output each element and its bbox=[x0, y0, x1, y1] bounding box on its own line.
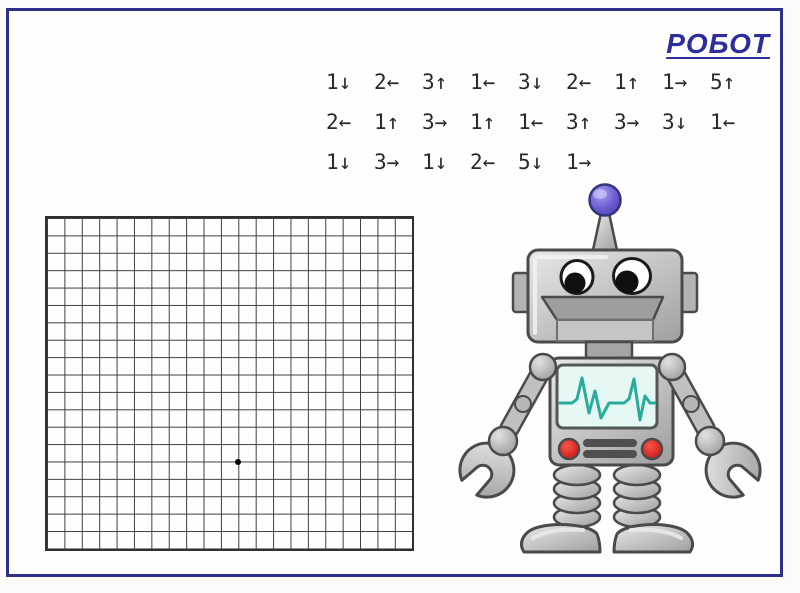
instruction-step: 2← bbox=[326, 110, 352, 134]
instruction-step: 3→ bbox=[614, 110, 640, 134]
robot-right-pupil bbox=[615, 270, 639, 294]
robot-right-shoulder bbox=[657, 352, 687, 382]
robot-screen bbox=[555, 363, 659, 430]
robot-neck bbox=[584, 340, 634, 360]
robot-left-arm-joint bbox=[514, 395, 532, 413]
robot-left-button bbox=[557, 437, 581, 461]
robot-speaker-bar-bottom bbox=[583, 450, 637, 458]
robot-left-hand-wrench-icon bbox=[458, 441, 516, 499]
instruction-step: 1↓ bbox=[326, 150, 352, 174]
robot-left-leg bbox=[552, 463, 602, 529]
robot-right-arm-joint bbox=[682, 395, 700, 413]
robot-left-shoulder bbox=[528, 352, 558, 382]
robot-antenna bbox=[591, 211, 619, 252]
instruction-step: 1↓ bbox=[422, 150, 448, 174]
drawing-grid bbox=[45, 216, 415, 551]
robot-mouth bbox=[556, 319, 654, 342]
robot-waveform bbox=[558, 376, 657, 422]
instruction-step: 3↓ bbox=[662, 110, 688, 134]
instruction-step: 1→ bbox=[662, 70, 688, 94]
instruction-row: 1↓ 3→ 1↓ 2← 5↓ 1→ bbox=[326, 142, 758, 182]
dictation-instructions: 1↓ 2← 3↑ 1← 3↓ 2← 1↑ 1→ 5↑ 2← 1↑ 3→ 1↑ 1← 3↑ 3→ 3↓ 1← 1↓ 3→… bbox=[326, 62, 758, 182]
instruction-step: 2← bbox=[374, 70, 400, 94]
instruction-step: 5↓ bbox=[518, 150, 544, 174]
robot-left-foot-highlight bbox=[531, 527, 585, 540]
instruction-step: 1↑ bbox=[470, 110, 496, 134]
robot-antenna-ball-icon bbox=[588, 183, 622, 217]
worksheet-title: РОБОТ bbox=[666, 28, 770, 59]
robot-illustration bbox=[458, 183, 762, 554]
instruction-step: 1→ bbox=[566, 150, 592, 174]
instruction-step: 3↑ bbox=[422, 70, 448, 94]
instruction-row: 1↓ 2← 3↑ 1← 3↓ 2← 1↑ 1→ 5↑ bbox=[326, 62, 758, 102]
instruction-step: 2← bbox=[470, 150, 496, 174]
robot-left-elbow bbox=[487, 425, 519, 457]
robot-right-button bbox=[640, 437, 664, 461]
instruction-step: 1↑ bbox=[614, 70, 640, 94]
instruction-step: 1← bbox=[470, 70, 496, 94]
robot-head-highlight bbox=[533, 255, 608, 335]
instruction-step: 3→ bbox=[422, 110, 448, 134]
robot-right-leg bbox=[612, 463, 662, 529]
robot-right-foot-highlight bbox=[629, 527, 683, 540]
start-dot bbox=[235, 458, 242, 465]
robot-right-elbow bbox=[694, 425, 726, 457]
robot-right-hand-wrench-icon bbox=[704, 441, 762, 499]
robot-antenna-ball-highlight bbox=[593, 189, 607, 199]
instruction-step: 3↓ bbox=[518, 70, 544, 94]
instruction-step: 1↑ bbox=[374, 110, 400, 134]
instruction-step: 1← bbox=[710, 110, 736, 134]
instruction-step: 5↑ bbox=[710, 70, 736, 94]
instruction-step: 1← bbox=[518, 110, 544, 134]
robot-left-pupil bbox=[564, 272, 586, 294]
robot-speaker-bar-top bbox=[583, 439, 637, 447]
instruction-step: 1↓ bbox=[326, 70, 352, 94]
instruction-step: 3↑ bbox=[566, 110, 592, 134]
instruction-step: 2← bbox=[566, 70, 592, 94]
instruction-row: 2← 1↑ 3→ 1↑ 1← 3↑ 3→ 3↓ 1← bbox=[326, 102, 758, 142]
robot-jaw bbox=[540, 295, 665, 322]
instruction-step: 3→ bbox=[374, 150, 400, 174]
